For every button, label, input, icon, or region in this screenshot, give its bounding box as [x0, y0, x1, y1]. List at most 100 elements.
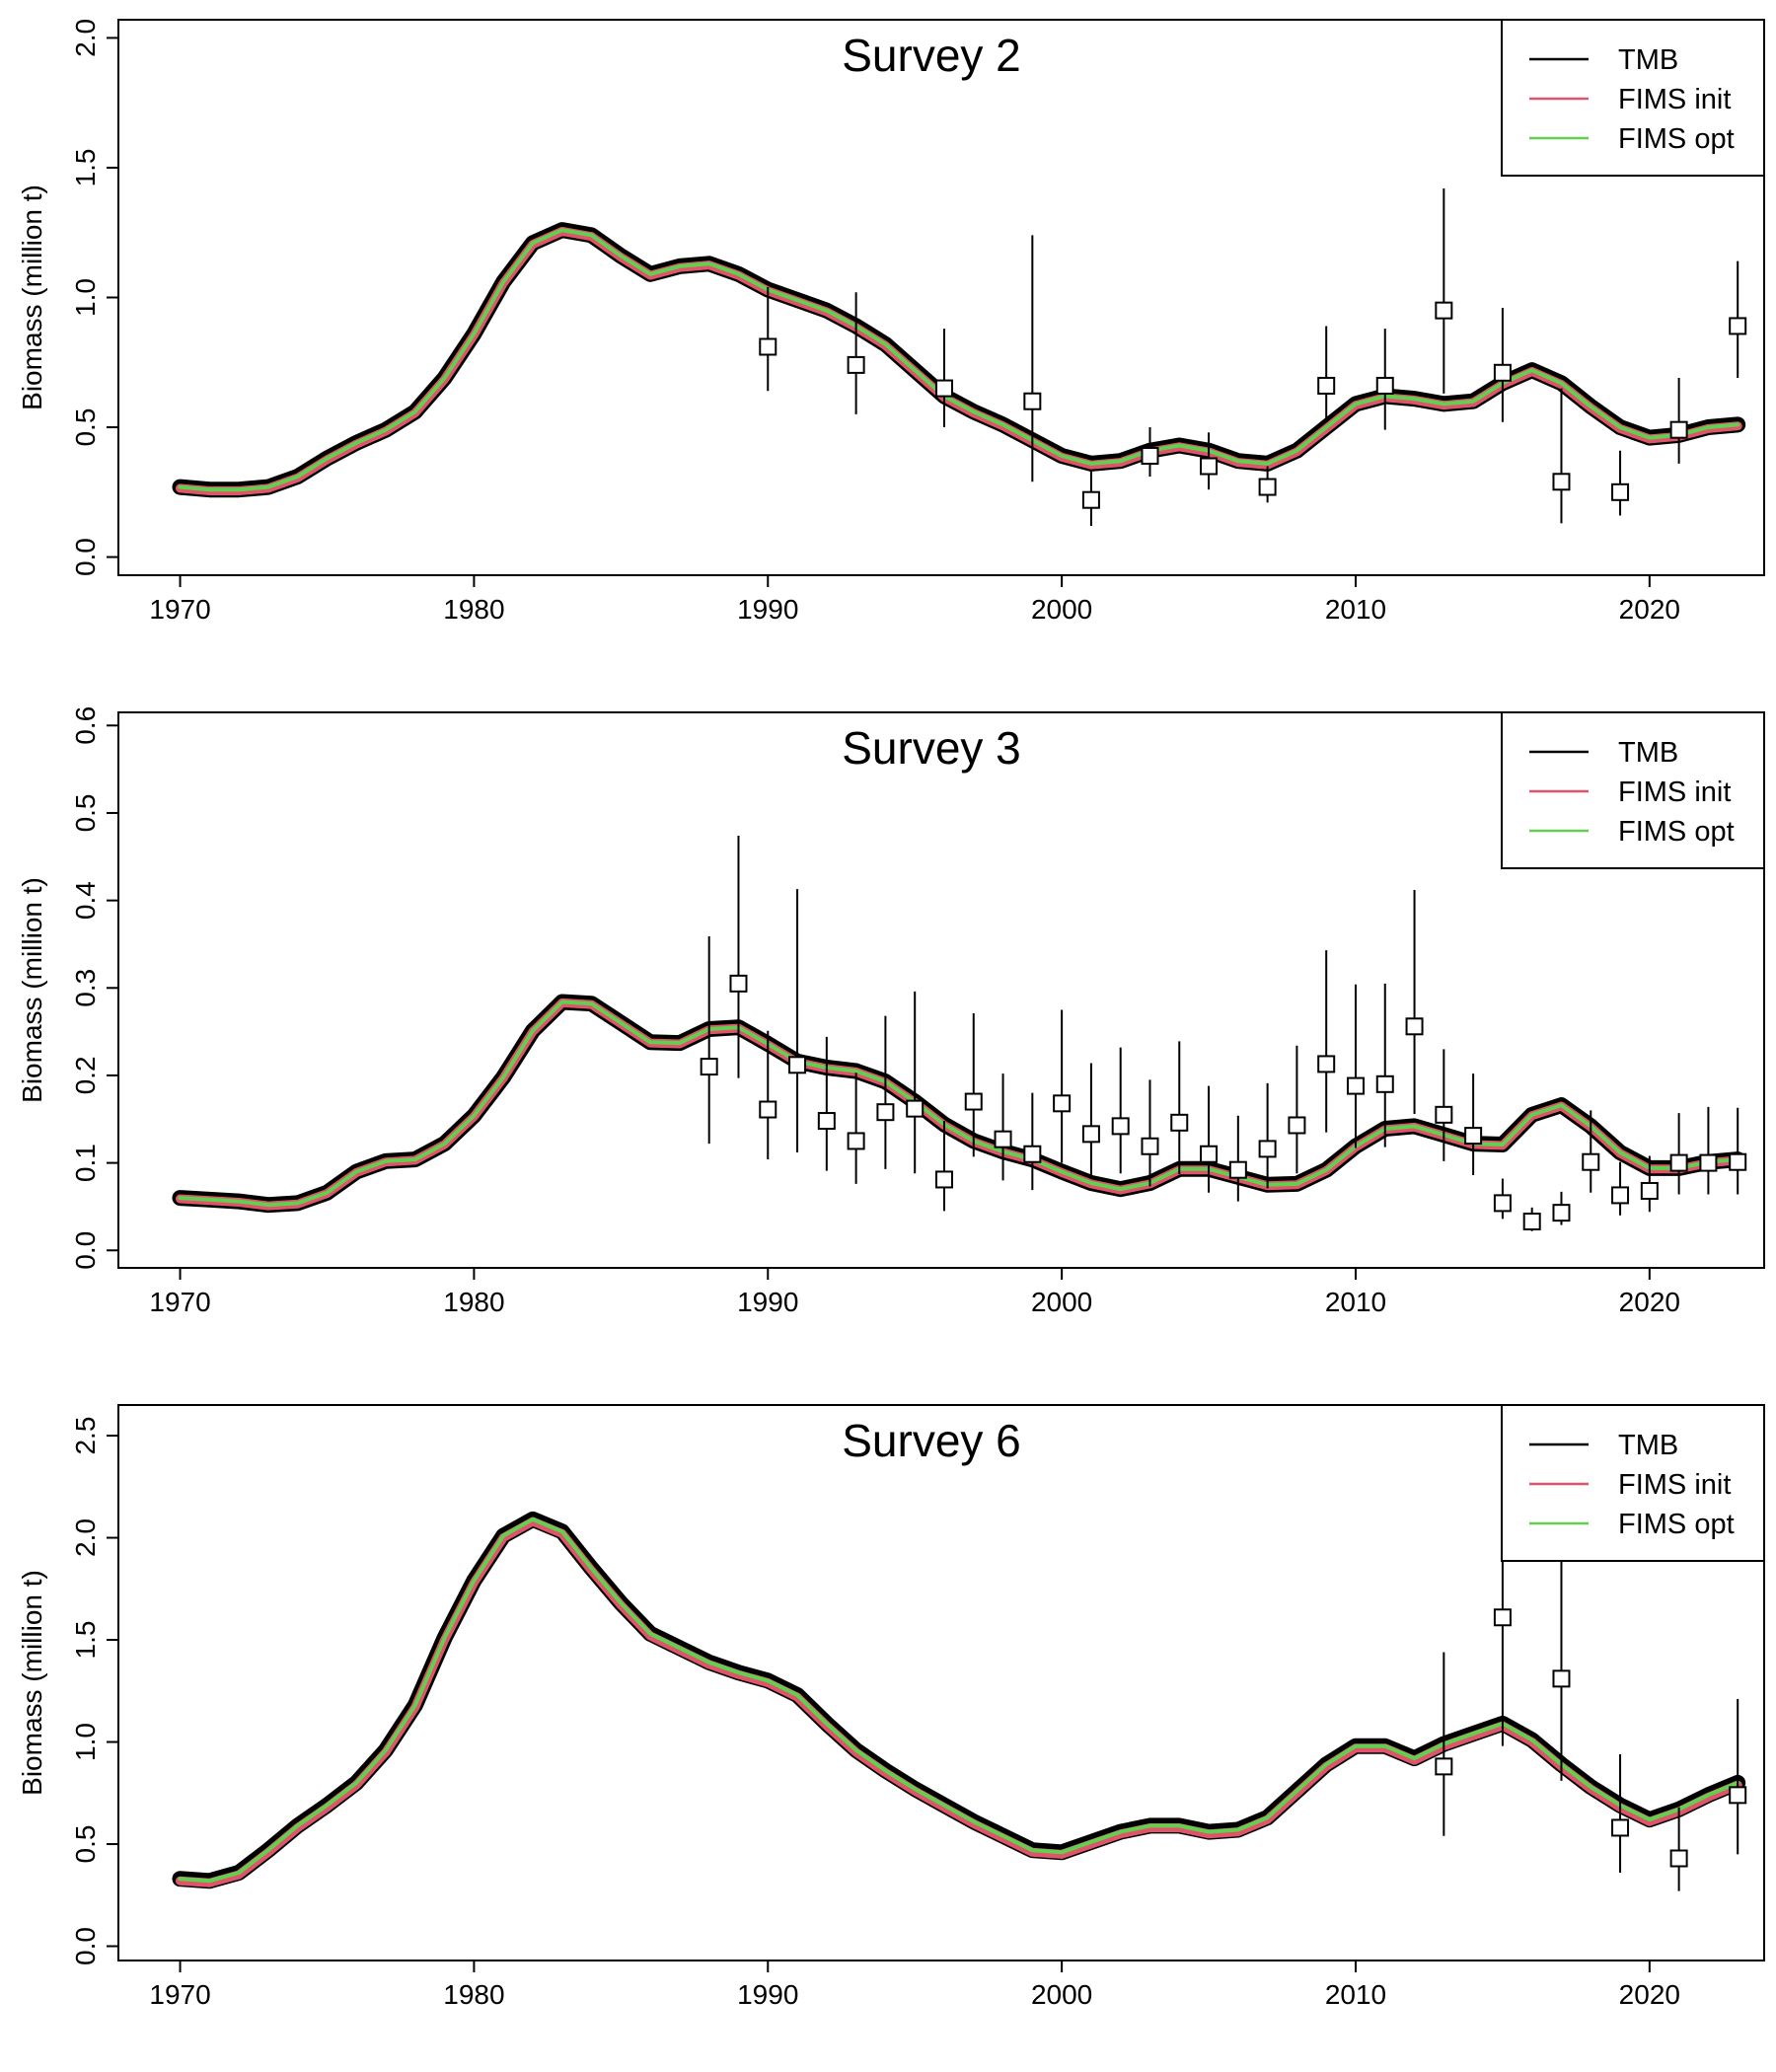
y-tick-label: 0.6: [70, 706, 101, 745]
observation-point: [1258, 1140, 1277, 1158]
panel-1: 0.0 0.5 1.0 1.5 2.0 1970 1980 1990 2000 2010 2020 B…: [17, 19, 1765, 625]
observation-point: [1699, 1153, 1718, 1172]
x-tick-label: 1990: [737, 1287, 798, 1317]
observation-point: [1493, 363, 1512, 382]
observation-point: [1317, 376, 1336, 395]
x-tick-label: 1990: [737, 594, 798, 625]
observation-point: [817, 1112, 836, 1131]
observation-point: [729, 974, 748, 993]
observation-point: [1552, 1669, 1571, 1688]
y-tick-label: 0.0: [70, 1927, 101, 1965]
observation-point: [1611, 482, 1630, 501]
y-tick-label: 0.4: [70, 881, 101, 920]
legend-label: TMB: [1618, 737, 1678, 769]
observation-point: [1288, 1116, 1306, 1135]
y-axis-label: Biomass (million t): [17, 1570, 47, 1796]
observation-point: [1582, 1152, 1600, 1171]
observation-point: [788, 1056, 807, 1074]
observation-point: [1669, 1849, 1688, 1868]
x-tick-label: 2010: [1325, 594, 1386, 625]
x-tick-label: 1980: [443, 1287, 504, 1317]
y-axis-label: Biomass (million t): [17, 185, 47, 410]
y-tick-label: 0.3: [70, 969, 101, 1007]
x-tick-label: 2000: [1031, 594, 1092, 625]
series-line-fims-opt: [178, 1517, 1740, 1884]
y-tick-label: 2.0: [70, 1518, 101, 1557]
observation-point: [1346, 1076, 1365, 1095]
x-tick-label: 1970: [149, 594, 210, 625]
observation-point: [700, 1058, 718, 1076]
observation-point: [1200, 1145, 1219, 1163]
observation-point: [1611, 1186, 1630, 1205]
observation-point: [1141, 446, 1159, 465]
observation-point: [1023, 1145, 1042, 1163]
observation-point: [876, 1103, 895, 1122]
x-tick-label: 2020: [1619, 594, 1680, 625]
observation-point: [1111, 1117, 1130, 1136]
series-line-fims-opt: [178, 228, 1740, 492]
x-tick-label: 2010: [1325, 1287, 1386, 1317]
legend: TMB FIMS init FIMS opt: [1501, 1404, 1765, 1562]
x-tick-label: 2000: [1031, 1287, 1092, 1317]
observation-point: [1729, 1786, 1747, 1805]
legend-label: FIMS init: [1618, 1469, 1731, 1501]
legend: TMB FIMS init FIMS opt: [1501, 711, 1765, 869]
observation-point: [934, 379, 953, 398]
x-tick-label: 1980: [443, 594, 504, 625]
observation-point: [994, 1130, 1012, 1148]
observation-point: [847, 355, 865, 374]
observation-point: [847, 1132, 865, 1150]
observation-point: [1552, 473, 1571, 491]
observation-point: [1375, 376, 1394, 395]
x-tick-label: 2020: [1619, 1287, 1680, 1317]
legend-label: TMB: [1618, 44, 1678, 76]
x-tick-label: 1990: [737, 1979, 798, 2010]
observation-point: [1729, 1152, 1747, 1171]
plot-frame: [117, 711, 1765, 1269]
y-tick-label: 1.0: [70, 278, 101, 317]
y-axis-label: Biomass (million t): [17, 877, 47, 1103]
observation-point: [1405, 1017, 1424, 1036]
legend-label: FIMS opt: [1618, 123, 1735, 155]
y-tick-label: 1.5: [70, 1621, 101, 1660]
y-tick-label: 2.5: [70, 1417, 101, 1455]
legend-label: FIMS init: [1618, 777, 1731, 808]
observation-point: [1053, 1094, 1072, 1113]
y-tick-label: 0.0: [70, 538, 101, 576]
y-tick-label: 1.0: [70, 1723, 101, 1761]
x-tick-label: 2020: [1619, 1979, 1680, 2010]
observation-point: [759, 337, 777, 356]
observation-point: [1435, 301, 1453, 320]
observation-point: [1611, 1818, 1630, 1837]
observation-point: [1669, 1153, 1688, 1172]
observation-point: [1200, 457, 1219, 476]
legend-label: FIMS init: [1618, 84, 1731, 115]
observation-point: [1228, 1160, 1247, 1179]
y-tick-label: 2.0: [70, 19, 101, 57]
observation-point: [964, 1092, 983, 1111]
plot-frame: [117, 1404, 1765, 1961]
observation-point: [1081, 490, 1100, 509]
chart-title: Survey 2: [842, 30, 1021, 81]
y-tick-label: 0.5: [70, 793, 101, 832]
observation-point: [1023, 392, 1042, 410]
y-tick-label: 0.5: [70, 1825, 101, 1864]
observation-point: [1552, 1204, 1571, 1222]
observation-point: [1464, 1127, 1483, 1146]
x-tick-label: 2010: [1325, 1979, 1386, 2010]
y-tick-label: 0.2: [70, 1056, 101, 1094]
legend-label: FIMS opt: [1618, 816, 1735, 848]
observation-point: [1729, 317, 1747, 335]
y-tick-label: 0.0: [70, 1231, 101, 1270]
observation-point: [759, 1100, 777, 1119]
x-tick-label: 1980: [443, 1979, 504, 2010]
x-tick-label: 2000: [1031, 1979, 1092, 2010]
x-tick-label: 1970: [149, 1979, 210, 2010]
observation-point: [1081, 1125, 1100, 1144]
observation-point: [1435, 1105, 1453, 1124]
observation-point: [1375, 1074, 1394, 1093]
observation-point: [934, 1170, 953, 1189]
legend: TMB FIMS init FIMS opt: [1501, 19, 1765, 177]
observation-point: [1493, 1608, 1512, 1627]
